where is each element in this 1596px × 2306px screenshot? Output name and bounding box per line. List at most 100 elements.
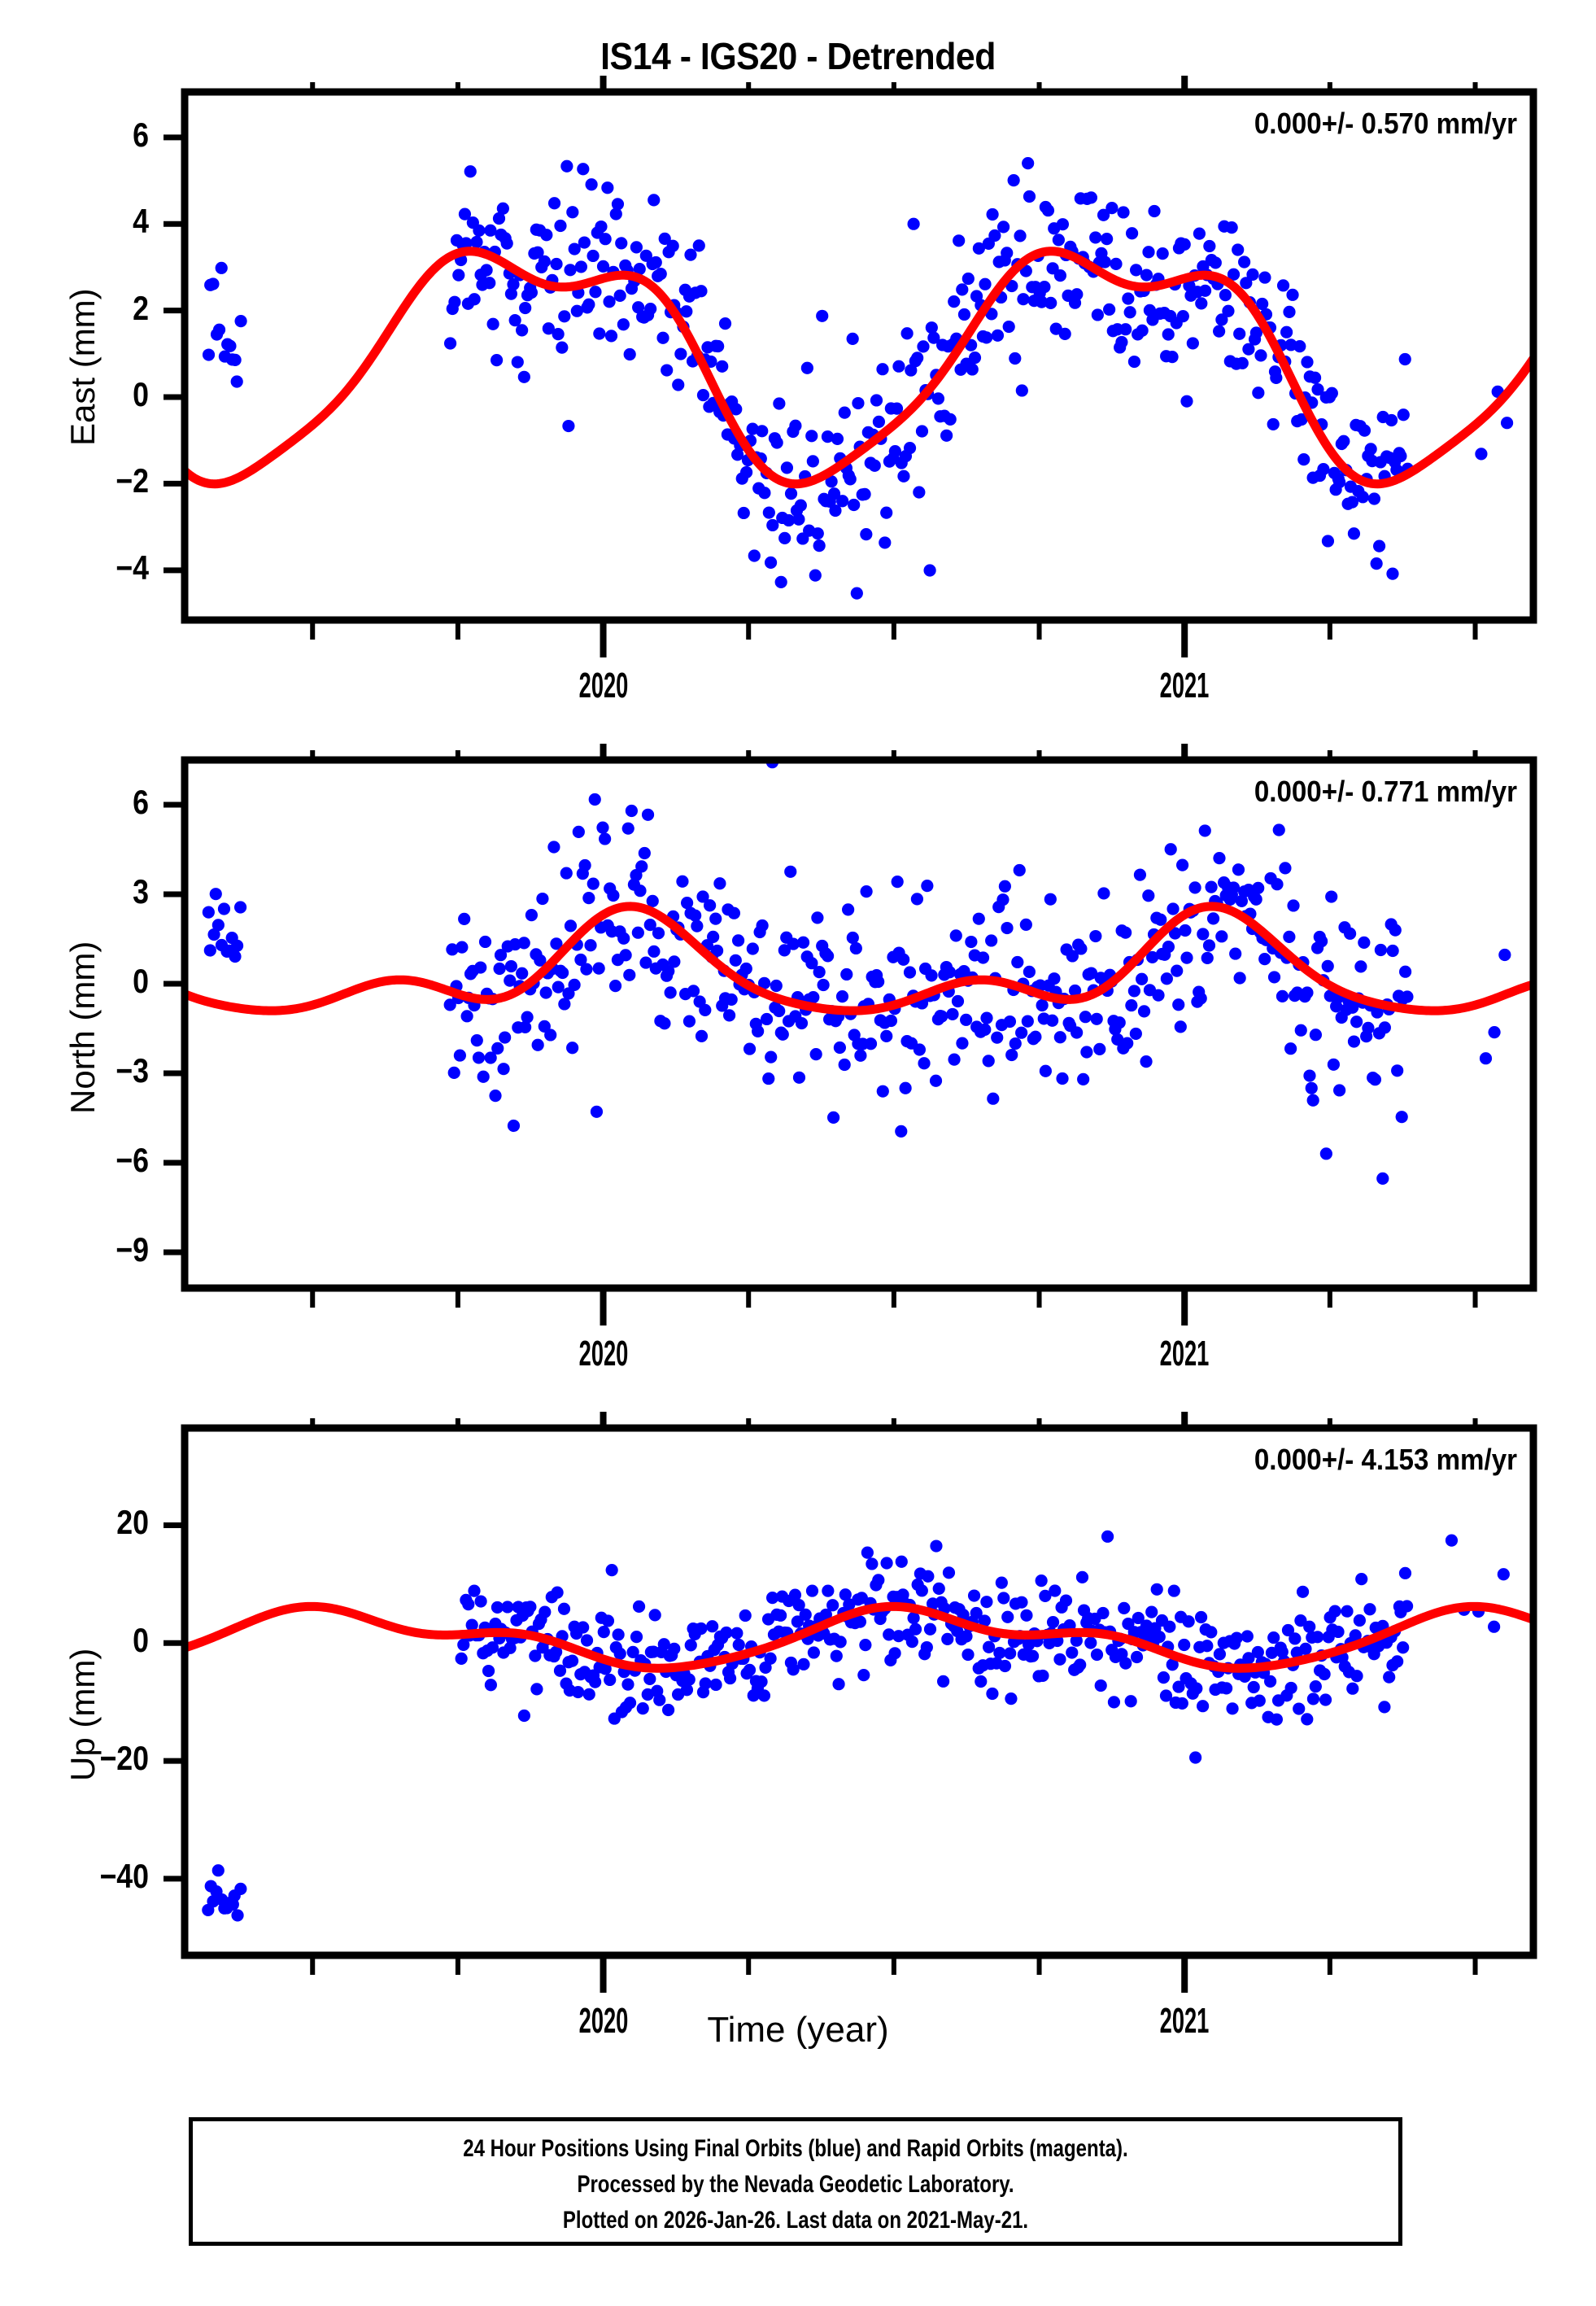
data-point <box>202 348 216 361</box>
data-point <box>1175 858 1189 871</box>
data-point <box>872 1574 885 1587</box>
data-point <box>1145 1605 1158 1618</box>
data-point <box>605 1564 618 1577</box>
data-point <box>774 575 787 588</box>
data-point <box>617 318 630 331</box>
data-point <box>909 1622 922 1636</box>
data-point <box>1498 948 1511 962</box>
data-point <box>813 539 826 552</box>
data-point <box>666 239 679 252</box>
data-point <box>821 950 835 963</box>
data-point <box>813 966 826 979</box>
data-point <box>922 1570 935 1583</box>
data-point <box>224 339 237 352</box>
data-point <box>927 331 940 344</box>
data-point <box>846 332 859 345</box>
data-point <box>895 1125 908 1138</box>
data-point <box>1172 998 1185 1011</box>
data-point <box>212 323 226 336</box>
data-point <box>800 361 813 374</box>
data-point <box>1283 930 1296 943</box>
data-point <box>1346 1001 1359 1014</box>
data-point <box>633 263 646 276</box>
data-point <box>596 260 610 273</box>
data-point <box>1267 1631 1280 1644</box>
data-point <box>799 1608 812 1621</box>
data-point <box>905 364 918 377</box>
data-point <box>470 1034 483 1047</box>
data-point <box>534 954 547 967</box>
data-point <box>1154 913 1167 926</box>
data-point <box>1179 924 1192 937</box>
data-point <box>755 1675 768 1688</box>
data-point <box>757 976 771 989</box>
y-axis-label-east: East (mm) <box>63 287 102 446</box>
data-point <box>607 889 620 902</box>
data-point <box>1124 1695 1137 1708</box>
data-point <box>1094 1679 1107 1692</box>
data-point <box>1066 950 1079 963</box>
data-point <box>516 967 529 980</box>
data-point <box>447 1066 460 1079</box>
data-point <box>588 793 601 806</box>
data-point <box>1341 1605 1354 1618</box>
data-point <box>1284 1681 1297 1695</box>
data-point <box>923 564 936 577</box>
data-point <box>1198 284 1212 297</box>
y-tick-label-up: 20 <box>116 1503 149 1542</box>
data-point <box>1398 352 1411 366</box>
data-point <box>854 1049 867 1062</box>
data-point <box>587 249 600 263</box>
data-point <box>1075 942 1088 955</box>
data-point <box>819 1608 832 1622</box>
data-point <box>1325 890 1338 903</box>
data-point <box>1129 1027 1142 1041</box>
data-point <box>496 202 509 215</box>
data-point <box>1097 1606 1110 1620</box>
data-point <box>611 198 625 211</box>
data-point <box>760 1012 774 1026</box>
data-point <box>1093 1042 1106 1055</box>
data-point <box>1163 1620 1176 1633</box>
data-point <box>982 1055 995 1068</box>
y-tick-label-up: −20 <box>99 1739 149 1778</box>
data-point <box>634 884 647 898</box>
data-point <box>792 1599 805 1612</box>
data-point <box>1337 435 1350 448</box>
data-point <box>770 436 783 449</box>
data-point <box>474 961 487 974</box>
data-point <box>230 375 243 388</box>
data-point <box>1325 387 1338 400</box>
data-point <box>831 432 844 445</box>
data-point <box>805 430 818 443</box>
data-point <box>1254 349 1267 362</box>
data-point <box>511 356 524 369</box>
data-point <box>1497 1568 1510 1581</box>
data-point <box>861 1546 874 1559</box>
data-point <box>609 207 622 221</box>
data-point <box>1015 384 1028 397</box>
y-tick-label-north: −9 <box>116 1230 149 1269</box>
data-point <box>879 536 892 549</box>
data-point <box>739 962 752 976</box>
data-point <box>1272 823 1285 836</box>
data-point <box>852 396 865 410</box>
data-point <box>1488 1026 1501 1039</box>
data-point <box>723 1671 737 1685</box>
data-point <box>1345 496 1358 509</box>
data-point <box>696 388 710 402</box>
data-point <box>948 1053 961 1066</box>
data-point <box>1370 557 1383 570</box>
data-point <box>756 919 769 932</box>
data-point <box>1201 1640 1214 1653</box>
data-point <box>1386 567 1399 580</box>
data-point <box>531 246 544 259</box>
data-point <box>789 419 802 432</box>
data-point <box>580 1634 594 1647</box>
data-point <box>730 1627 743 1640</box>
data-point <box>1267 417 1280 431</box>
data-point <box>1193 227 1206 240</box>
data-point <box>641 808 655 821</box>
data-point <box>1275 1645 1289 1658</box>
data-point <box>1136 972 1149 985</box>
